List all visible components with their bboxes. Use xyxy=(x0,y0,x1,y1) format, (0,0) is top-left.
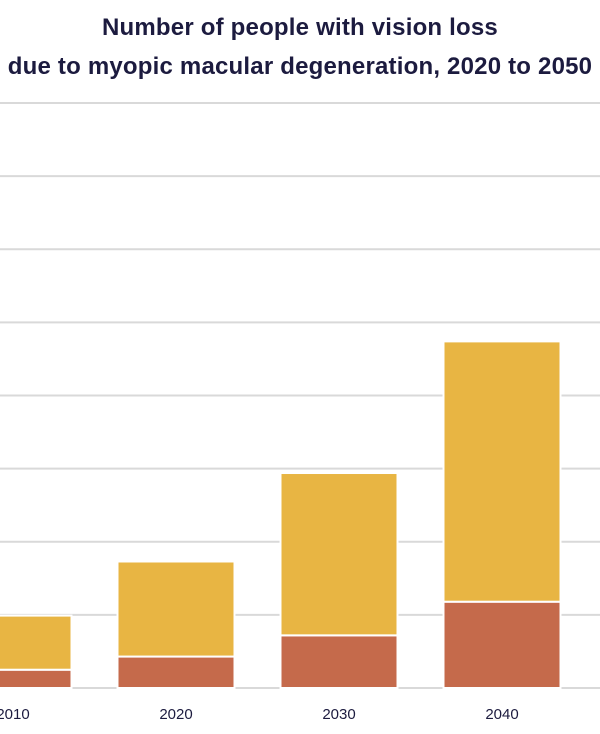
bar-2030-segment-2 xyxy=(279,472,399,637)
chart-subtitle: due to myopic macular degeneration, 2020… xyxy=(7,53,593,80)
x-tick-label: 2040 xyxy=(485,706,518,723)
bar-2020-segment-2 xyxy=(116,560,236,658)
bars xyxy=(0,340,562,690)
bar-2040-segment-1 xyxy=(442,600,562,690)
bar-2010-segment-1 xyxy=(0,668,73,689)
x-axis-ticks: 2010 2020 2030 2040 xyxy=(0,706,519,723)
x-tick-label: 2010 xyxy=(0,706,30,723)
bar-2020-segment-1 xyxy=(116,655,236,690)
x-tick-label: 2020 xyxy=(159,706,192,723)
chart-title: Number of people with vision loss xyxy=(102,14,498,41)
bar-2030-segment-1 xyxy=(279,634,399,689)
bar-2010-segment-2 xyxy=(0,614,73,671)
bar-2040-segment-2 xyxy=(442,340,562,603)
x-tick-label: 2030 xyxy=(322,706,355,723)
